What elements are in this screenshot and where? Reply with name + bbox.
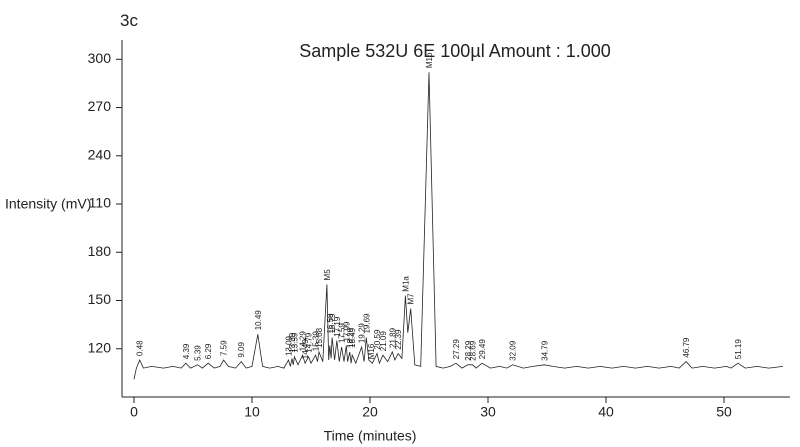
peak-label: 0.48 — [136, 340, 145, 356]
x-tick-label: 40 — [598, 404, 614, 420]
peak-label: M5 — [323, 269, 332, 281]
peak-label: 29.49 — [478, 339, 487, 360]
peak-label: 18.49 — [348, 327, 357, 348]
peak-label: 5.39 — [194, 345, 203, 361]
peak-label: 22.39 — [394, 329, 403, 350]
peak-label: 15.39 — [312, 331, 321, 352]
peak-label: M16 — [367, 343, 376, 359]
y-tick-label: 240 — [88, 146, 112, 162]
y-tick-label: 150 — [88, 291, 112, 307]
panel-label: 3c — [120, 11, 138, 30]
peak-label: 14.49 — [301, 339, 310, 360]
peak-label: 19.69 — [362, 313, 371, 334]
x-tick-label: 20 — [362, 404, 378, 420]
peak-label: 34.79 — [541, 340, 550, 361]
peak-label: 10.49 — [254, 310, 263, 331]
y-tick-label: 300 — [88, 50, 112, 66]
peak-label: 46.79 — [682, 337, 691, 358]
peak-label: M1a — [401, 276, 410, 292]
peak-label: 13.59 — [290, 332, 299, 353]
peak-label: 4.39 — [182, 343, 191, 359]
peak-label: 17.99 — [342, 321, 351, 342]
y-tick-label: 110 — [89, 195, 112, 211]
x-tick-label: 10 — [244, 404, 260, 420]
chromatogram-line — [133, 72, 784, 380]
y-tick-label: 270 — [88, 98, 112, 114]
peak-label: M7 — [407, 293, 416, 305]
peak-label: 6.29 — [204, 343, 213, 359]
peak-label: 32.09 — [509, 340, 518, 361]
peak-label: 19.29 — [358, 323, 367, 344]
peak-label: 16.59 — [326, 313, 335, 334]
peak-label: 17.19 — [333, 316, 342, 337]
x-tick-label: 50 — [716, 404, 732, 420]
peak-label: 13.39 — [288, 332, 297, 353]
peak-label: 13.09 — [284, 335, 293, 356]
peak-label: 16.79 — [328, 313, 337, 334]
peak-label: 28.29 — [464, 340, 473, 361]
peak-label: 21.89 — [388, 327, 397, 348]
peak-label: 17.59 — [338, 323, 347, 344]
x-axis-label: Time (minutes) — [324, 428, 417, 444]
peak-label: 15.68 — [315, 327, 324, 348]
y-tick-label: 180 — [88, 243, 112, 259]
peak-label: 51.19 — [734, 339, 743, 360]
peak-label: 28.69 — [469, 340, 478, 361]
peak-label: M1b — [425, 52, 434, 68]
peak-label: 27.29 — [452, 339, 461, 360]
peak-label: 20.59 — [373, 329, 382, 350]
chart-title: Sample 532U 6E 100µl Amount : 1.000 — [299, 41, 611, 61]
x-tick-label: 0 — [130, 404, 138, 420]
peak-label: 14.79 — [305, 332, 314, 353]
peak-label: 18.29 — [346, 327, 355, 348]
peak-label: 9.09 — [237, 342, 246, 358]
y-axis-label: Intensity (mV) — [5, 196, 91, 212]
y-tick-label: 120 — [88, 339, 112, 355]
peak-label: 7.59 — [220, 340, 229, 356]
x-tick-label: 30 — [480, 404, 496, 420]
peak-label: 21.09 — [379, 331, 388, 352]
peak-label: 14.29 — [299, 331, 308, 352]
